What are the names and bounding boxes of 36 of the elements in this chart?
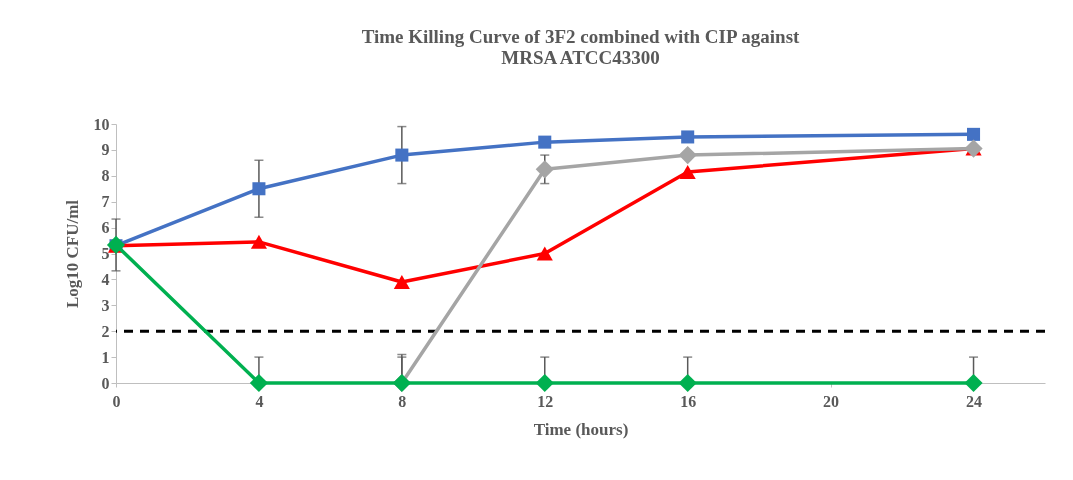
x-axis-title: Time (hours): [533, 419, 629, 439]
point: [678, 146, 697, 165]
point: [679, 164, 696, 179]
point: [393, 275, 410, 289]
y-tick-label: 8: [101, 167, 110, 185]
point: [967, 127, 981, 141]
y-tick-label: 4: [101, 270, 110, 288]
y-tick-label: 9: [101, 141, 110, 159]
point: [535, 373, 554, 393]
x-tick-label: 4: [255, 392, 264, 410]
x-tick-label: 16: [680, 392, 697, 410]
point: [395, 148, 409, 162]
y-tick-label: 6: [101, 219, 110, 237]
point: [681, 130, 695, 144]
y-tick-label: 3: [101, 296, 110, 314]
point: [538, 135, 552, 149]
chart-title: Time Killing Curve of 3F2 combined with CIP against MRSA ATCC43300: [361, 26, 801, 68]
y-axis-title: Log10 CFU/ml: [62, 199, 82, 309]
point: [252, 182, 266, 196]
y-tick-label: 1: [101, 348, 110, 366]
x-tick-label: 0: [112, 392, 121, 410]
y-tick-label: 2: [101, 322, 110, 340]
point: [536, 246, 553, 261]
y-tick-label: 7: [101, 193, 110, 211]
x-tick-label: 8: [398, 392, 407, 410]
point: [535, 160, 554, 179]
x-tick-label: 12: [537, 392, 554, 410]
y-tick-label: 5: [101, 245, 110, 262]
y-tick-label: 10: [93, 115, 110, 133]
x-tick-label: 24: [966, 392, 983, 410]
point: [678, 373, 697, 393]
point: [964, 373, 983, 393]
y-tick-label: 0: [101, 374, 110, 392]
point: [249, 373, 269, 393]
point: [250, 234, 267, 249]
x-tick-label: 20: [823, 392, 840, 410]
